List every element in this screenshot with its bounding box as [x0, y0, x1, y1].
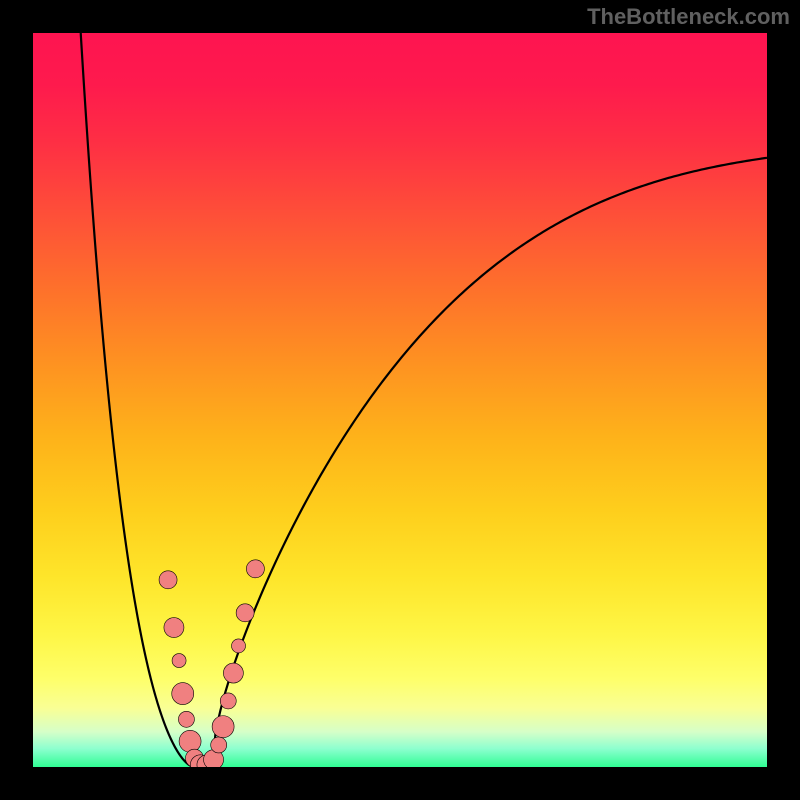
data-marker	[212, 716, 234, 738]
data-marker	[220, 693, 236, 709]
watermark-text: TheBottleneck.com	[587, 4, 790, 30]
plot-background	[33, 33, 767, 767]
bottleneck-chart	[0, 0, 800, 800]
data-marker	[236, 604, 254, 622]
data-marker	[172, 683, 194, 705]
data-marker	[159, 571, 177, 589]
data-marker	[232, 639, 246, 653]
data-marker	[164, 618, 184, 638]
chart-container: TheBottleneck.com	[0, 0, 800, 800]
data-marker	[172, 654, 186, 668]
data-marker	[246, 560, 264, 578]
data-marker	[178, 711, 194, 727]
data-marker	[223, 663, 243, 683]
data-marker	[211, 737, 227, 753]
data-marker	[179, 730, 201, 752]
